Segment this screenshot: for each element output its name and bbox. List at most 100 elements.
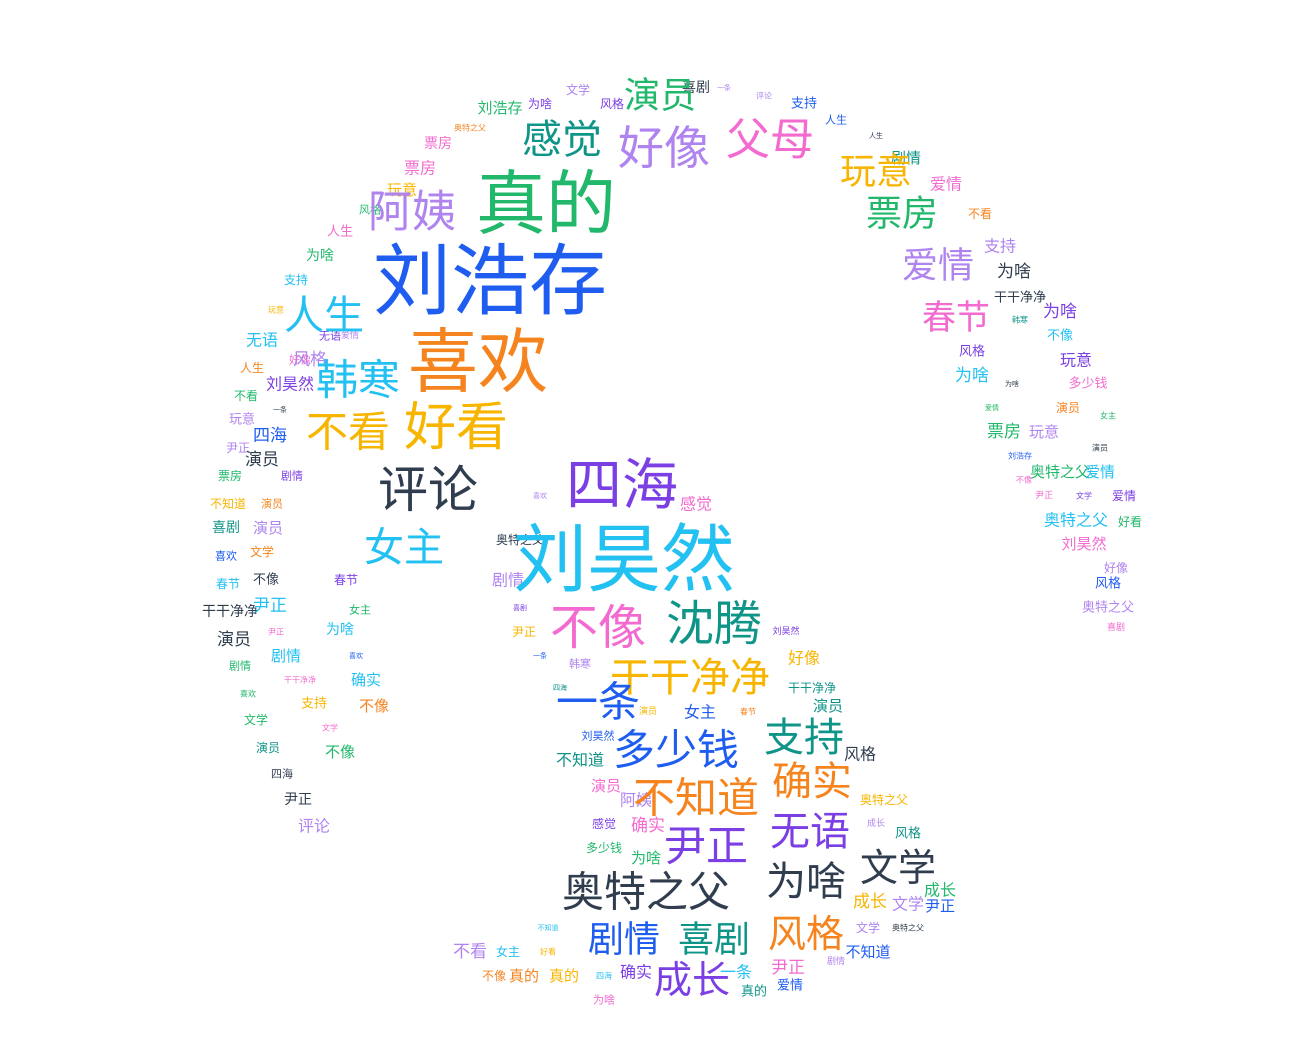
cloud-word: 春节: [922, 298, 990, 338]
cloud-word-small: 评论: [298, 817, 330, 836]
cloud-word-small: 风格: [1095, 576, 1121, 592]
cloud-word-small: 演员: [1092, 443, 1108, 453]
cloud-word-small: 喜剧: [682, 80, 710, 96]
cloud-word-small: 为啥: [593, 993, 615, 1007]
cloud-word-small: 尹正: [226, 441, 250, 455]
cloud-word: 喜剧: [678, 920, 750, 961]
cloud-word: 好看: [404, 398, 508, 458]
cloud-word-small: 为啥: [1043, 302, 1077, 322]
cloud-word-small: 尹正: [1035, 490, 1053, 501]
cloud-word-small: 支持: [301, 697, 327, 712]
cloud-word-small: 喜欢: [215, 549, 237, 563]
cloud-word-small: 奥特之父: [1082, 601, 1134, 616]
cloud-word-small: 成长: [867, 817, 885, 829]
cloud-word: 沈腾: [666, 596, 762, 652]
cloud-word-small: 为啥: [997, 262, 1031, 282]
cloud-word-small: 剧情: [891, 149, 921, 167]
cloud-word-small: 刘浩存: [1008, 451, 1032, 461]
cloud-word: 尹正: [664, 822, 748, 871]
cloud-word-small: 干干净净: [284, 675, 316, 685]
cloud-word-small: 奥特之父: [1030, 463, 1090, 481]
cloud-word-small: 爱情: [985, 403, 999, 412]
cloud-word-small: 喜欢: [533, 491, 547, 500]
cloud-word-small: 演员: [217, 630, 251, 650]
cloud-word-small: 感觉: [680, 495, 712, 514]
cloud-word-small: 不像: [325, 743, 355, 761]
cloud-word-small: 人生: [869, 131, 883, 140]
cloud-word: 一条: [556, 678, 640, 727]
cloud-word: 文学: [860, 846, 936, 890]
cloud-word-small: 女主: [1100, 411, 1116, 421]
cloud-word-small: 一条: [533, 651, 547, 660]
cloud-word-small: 刘昊然: [582, 729, 615, 743]
cloud-word: 人生: [284, 293, 364, 339]
cloud-word-small: 爱情: [1112, 489, 1136, 503]
cloud-word: 刘昊然: [513, 517, 735, 603]
cloud-word-small: 尹正: [253, 596, 287, 616]
cloud-word-small: 评论: [756, 91, 772, 101]
cloud-word: 干干净净: [610, 655, 770, 701]
cloud-word-small: 感觉: [592, 816, 616, 831]
cloud-word-small: 女主: [496, 944, 520, 959]
cloud-word-small: 无语: [319, 330, 341, 343]
cloud-word-small: 尹正: [268, 628, 284, 637]
cloud-word-small: 好像: [289, 353, 311, 367]
cloud-word: 支持: [764, 715, 844, 761]
cloud-word-small: 风格: [959, 344, 985, 360]
cloud-word-small: 风格: [293, 350, 327, 370]
cloud-word-small: 演员: [591, 777, 621, 795]
cloud-word: 奥特之父: [562, 868, 730, 917]
cloud-word-small: 玩意: [1060, 351, 1092, 370]
cloud-word-small: 人生: [240, 361, 264, 375]
cloud-word: 票房: [866, 194, 938, 235]
cloud-word-small: 演员: [261, 497, 283, 511]
cloud-word-small: 文学: [322, 723, 338, 733]
cloud-word-small: 爱情: [341, 329, 359, 341]
cloud-word-small: 爱情: [777, 979, 803, 994]
cloud-word-small: 玩意: [268, 305, 284, 315]
cloud-word-small: 不像: [1047, 329, 1073, 344]
cloud-word-small: 真的: [741, 984, 767, 1000]
cloud-word: 风格: [768, 912, 844, 956]
cloud-word: 阿姨: [368, 187, 456, 238]
cloud-word: 剧情: [588, 920, 660, 961]
cloud-word: 女主: [364, 525, 444, 571]
cloud-word-small: 干干净净: [788, 681, 836, 695]
cloud-word-small: 好看: [540, 947, 556, 957]
cloud-word: 不看: [306, 408, 390, 457]
cloud-word-small: 成长: [853, 892, 887, 912]
cloud-word-small: 风格: [359, 203, 381, 217]
cloud-word-small: 韩寒: [569, 657, 591, 671]
cloud-word-small: 奥特之父: [860, 792, 908, 807]
cloud-word-small: 真的: [549, 967, 579, 985]
cloud-word-small: 尹正: [925, 897, 955, 915]
cloud-word-small: 奥特之父: [454, 123, 486, 133]
cloud-word-small: 不知道: [556, 751, 604, 770]
cloud-word-small: 不像: [482, 969, 506, 983]
cloud-word-small: 文学: [856, 920, 880, 935]
cloud-word-small: 不知道: [538, 923, 559, 932]
cloud-word-small: 演员: [1056, 400, 1080, 415]
cloud-word-small: 支持: [284, 272, 308, 287]
cloud-word: 喜欢: [408, 321, 548, 403]
cloud-word-small: 韩寒: [1012, 315, 1028, 325]
cloud-word-small: 玩意: [229, 412, 255, 428]
cloud-word-small: 人生: [825, 113, 847, 127]
cloud-word-small: 刘浩存: [477, 99, 522, 117]
cloud-word-small: 为啥: [528, 96, 552, 111]
cloud-word-small: 不像: [253, 573, 279, 588]
cloud-word-small: 爱情: [930, 175, 962, 194]
cloud-word-small: 支持: [984, 237, 1016, 256]
cloud-word-small: 喜剧: [513, 603, 527, 612]
cloud-word-small: 不知道: [210, 497, 246, 511]
cloud-word-small: 多少钱: [586, 840, 622, 855]
cloud-word-small: 演员: [253, 519, 283, 537]
cloud-word-small: 好像: [1104, 561, 1128, 575]
cloud-word-small: 不看: [453, 942, 487, 962]
cloud-word-small: 文学: [566, 82, 590, 97]
cloud-word-small: 剧情: [271, 647, 301, 665]
cloud-word: 不知道: [633, 774, 759, 823]
cloud-word-small: 无语: [246, 331, 278, 350]
cloud-word-small: 好看: [1118, 515, 1142, 529]
